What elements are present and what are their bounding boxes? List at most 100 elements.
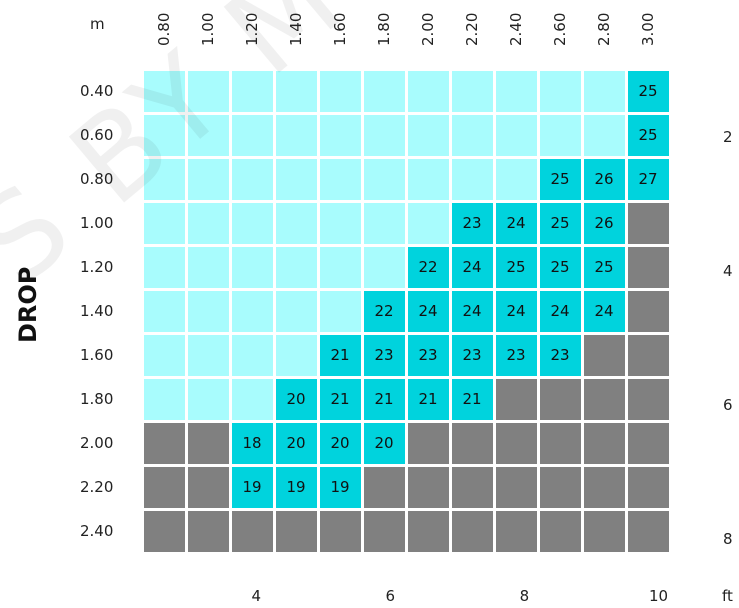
unavailable-cell <box>319 510 361 552</box>
empty-cell <box>495 114 537 156</box>
unavailable-cell <box>495 422 537 464</box>
value-cell: 18 <box>231 422 273 464</box>
empty-cell <box>407 70 449 112</box>
unavailable-cell <box>231 510 273 552</box>
empty-cell <box>451 158 493 200</box>
value-cell: 26 <box>583 158 625 200</box>
value-cell: 21 <box>319 378 361 420</box>
unavailable-cell <box>627 334 669 376</box>
row-label: 1.80 <box>80 390 114 408</box>
row-label: 1.40 <box>80 302 114 320</box>
value-cell: 25 <box>583 246 625 288</box>
unavailable-cell <box>539 466 581 508</box>
empty-cell <box>275 202 317 244</box>
unavailable-cell <box>143 466 185 508</box>
unavailable-cell <box>143 510 185 552</box>
empty-cell <box>583 114 625 156</box>
empty-cell <box>143 378 185 420</box>
empty-cell <box>407 202 449 244</box>
value-cell: 24 <box>495 290 537 332</box>
row-label: 2.40 <box>80 522 114 540</box>
empty-cell <box>275 290 317 332</box>
row-label: 1.00 <box>80 214 114 232</box>
ft-bottom-tick-label: 6 <box>385 587 396 605</box>
empty-cell <box>451 114 493 156</box>
empty-cell <box>231 70 273 112</box>
column-label: 1.00 <box>199 12 217 46</box>
value-cell: 19 <box>319 466 361 508</box>
empty-cell <box>407 114 449 156</box>
unavailable-cell <box>495 378 537 420</box>
row-label: 2.20 <box>80 478 114 496</box>
empty-cell <box>539 114 581 156</box>
empty-cell <box>143 334 185 376</box>
empty-cell <box>583 70 625 112</box>
ft-bottom-tick-label: 8 <box>519 587 530 605</box>
ft-right-tick-label: 8 <box>723 530 733 549</box>
unavailable-cell <box>627 466 669 508</box>
empty-cell <box>187 158 229 200</box>
unavailable-cell <box>363 466 405 508</box>
value-cell: 19 <box>231 466 273 508</box>
empty-cell <box>319 70 361 112</box>
unavailable-cell <box>583 378 625 420</box>
value-cell: 26 <box>583 202 625 244</box>
empty-cell <box>143 114 185 156</box>
column-label: 2.60 <box>551 12 569 46</box>
value-cell: 25 <box>627 70 669 112</box>
unavailable-cell <box>627 378 669 420</box>
value-cell: 20 <box>363 422 405 464</box>
unavailable-cell <box>539 378 581 420</box>
unavailable-cell <box>187 466 229 508</box>
value-cell: 23 <box>539 334 581 376</box>
empty-cell <box>407 158 449 200</box>
empty-cell <box>275 334 317 376</box>
empty-cell <box>187 378 229 420</box>
value-cell: 21 <box>407 378 449 420</box>
value-cell: 25 <box>539 202 581 244</box>
unavailable-cell <box>187 510 229 552</box>
ft-right-tick-label: 6 <box>723 396 733 415</box>
empty-cell <box>231 378 273 420</box>
empty-cell <box>231 334 273 376</box>
empty-cell <box>275 246 317 288</box>
unavailable-cell <box>627 202 669 244</box>
value-cell: 20 <box>275 378 317 420</box>
value-cell: 24 <box>407 290 449 332</box>
unavailable-cell <box>583 422 625 464</box>
row-label: 0.40 <box>80 82 114 100</box>
value-cell: 24 <box>451 246 493 288</box>
column-label: 2.80 <box>595 12 613 46</box>
empty-cell <box>143 158 185 200</box>
unavailable-cell <box>627 510 669 552</box>
ft-right-tick-label: 4 <box>723 262 733 281</box>
column-label: 2.00 <box>419 12 437 46</box>
value-cell: 23 <box>451 334 493 376</box>
value-cell: 20 <box>275 422 317 464</box>
value-cell: 25 <box>627 114 669 156</box>
empty-cell <box>143 246 185 288</box>
column-label: 1.60 <box>331 12 349 46</box>
empty-cell <box>275 158 317 200</box>
empty-cell <box>143 70 185 112</box>
unavailable-cell <box>407 422 449 464</box>
empty-cell <box>363 202 405 244</box>
empty-cell <box>231 202 273 244</box>
value-cell: 22 <box>407 246 449 288</box>
value-cell: 24 <box>495 202 537 244</box>
empty-cell <box>275 70 317 112</box>
unavailable-cell <box>627 290 669 332</box>
empty-cell <box>539 70 581 112</box>
empty-cell <box>275 114 317 156</box>
ft-bottom-tick-label: 4 <box>251 587 261 605</box>
unavailable-cell <box>451 422 493 464</box>
unavailable-cell <box>539 510 581 552</box>
unavailable-cell <box>627 246 669 288</box>
empty-cell <box>363 158 405 200</box>
value-cell: 24 <box>583 290 625 332</box>
value-cell: 25 <box>495 246 537 288</box>
ft-bottom-tick-label: 10 <box>649 587 669 605</box>
empty-cell <box>319 158 361 200</box>
empty-cell <box>187 246 229 288</box>
